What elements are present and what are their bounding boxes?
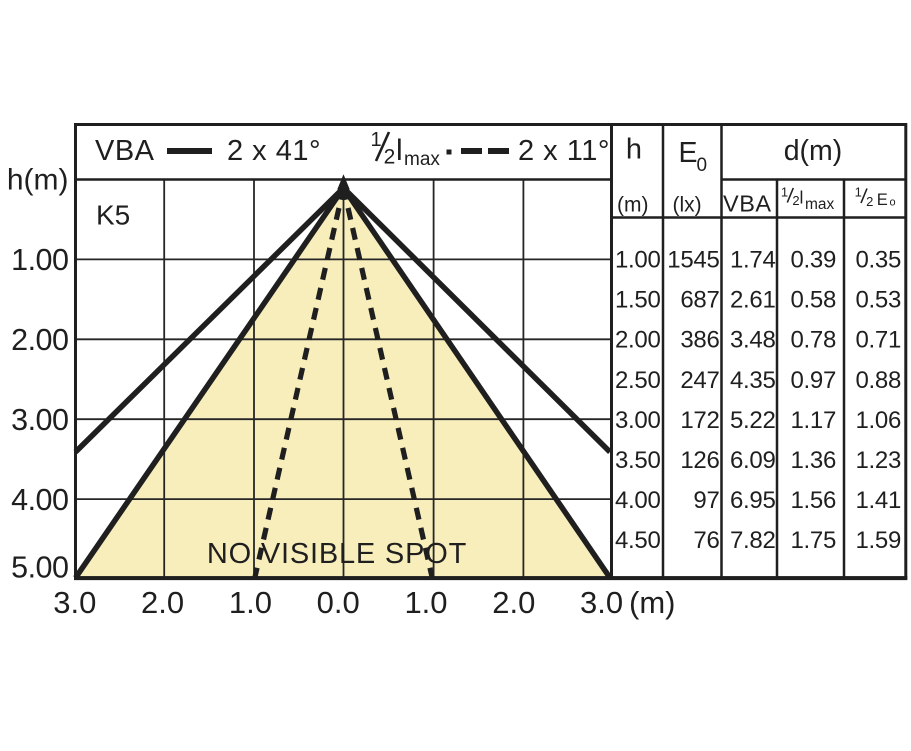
svg-text:1.56: 1.56 xyxy=(790,487,836,514)
svg-text:3.00: 3.00 xyxy=(615,407,661,434)
svg-text:2.00: 2.00 xyxy=(615,327,661,354)
svg-text:0.58: 0.58 xyxy=(790,287,836,314)
svg-text:2 x 41°: 2 x 41° xyxy=(227,135,321,167)
svg-text:1.59: 1.59 xyxy=(855,527,901,554)
svg-text:4.00: 4.00 xyxy=(615,487,661,514)
svg-text:0.35: 0.35 xyxy=(855,247,901,274)
svg-text:2.50: 2.50 xyxy=(615,367,661,394)
svg-text:E: E xyxy=(877,191,888,209)
svg-text:7.82: 7.82 xyxy=(730,527,776,554)
svg-text:0.39: 0.39 xyxy=(790,247,836,274)
svg-text:3.0: 3.0 xyxy=(580,585,623,620)
svg-text:3.00: 3.00 xyxy=(11,403,68,437)
svg-text:(m): (m) xyxy=(617,194,648,217)
svg-text:2.0: 2.0 xyxy=(141,585,184,620)
svg-text:1.00: 1.00 xyxy=(615,247,661,274)
svg-text:VBA: VBA xyxy=(95,135,155,167)
svg-text:1545: 1545 xyxy=(667,247,719,274)
svg-text:max: max xyxy=(805,196,835,213)
svg-text:1.0: 1.0 xyxy=(404,585,447,620)
svg-text:386: 386 xyxy=(680,327,719,354)
svg-text:1.75: 1.75 xyxy=(790,527,836,554)
svg-text:1.41: 1.41 xyxy=(855,487,901,514)
svg-text:97: 97 xyxy=(693,487,719,514)
svg-text:h: h xyxy=(626,134,642,166)
svg-text:1.36: 1.36 xyxy=(790,447,836,474)
svg-text:2.00: 2.00 xyxy=(11,323,68,357)
svg-text:687: 687 xyxy=(680,287,719,314)
svg-text:1: 1 xyxy=(370,129,381,151)
svg-text:K5: K5 xyxy=(96,200,130,231)
svg-text:76: 76 xyxy=(693,527,719,554)
svg-text:1: 1 xyxy=(855,185,862,200)
svg-text:2: 2 xyxy=(384,146,396,169)
svg-text:3.48: 3.48 xyxy=(730,327,776,354)
svg-text:172: 172 xyxy=(680,407,719,434)
svg-text:1: 1 xyxy=(781,185,788,200)
svg-text:1.17: 1.17 xyxy=(790,407,836,434)
svg-text:NO VISIBLE SPOT: NO VISIBLE SPOT xyxy=(207,538,467,570)
svg-text:6.09: 6.09 xyxy=(730,447,776,474)
svg-text:247: 247 xyxy=(680,367,719,394)
svg-text:6.95: 6.95 xyxy=(730,487,776,514)
svg-text:4.50: 4.50 xyxy=(615,527,661,554)
svg-text:0.97: 0.97 xyxy=(790,367,836,394)
svg-text:0.0: 0.0 xyxy=(317,585,360,620)
svg-text:2.61: 2.61 xyxy=(730,287,776,314)
svg-text:2.0: 2.0 xyxy=(492,585,535,620)
svg-text:h(m): h(m) xyxy=(7,164,69,197)
svg-text:1.50: 1.50 xyxy=(615,287,661,314)
svg-text:1.00: 1.00 xyxy=(11,243,68,277)
svg-text:126: 126 xyxy=(680,447,719,474)
svg-text:E: E xyxy=(679,137,698,169)
svg-text:0.78: 0.78 xyxy=(790,327,836,354)
svg-text:o: o xyxy=(890,197,896,209)
svg-text:1.06: 1.06 xyxy=(855,407,901,434)
svg-text:3.50: 3.50 xyxy=(615,447,661,474)
svg-text:0: 0 xyxy=(697,155,708,176)
svg-text:0.71: 0.71 xyxy=(855,327,901,354)
svg-text:l: l xyxy=(800,188,804,208)
svg-text:5.00: 5.00 xyxy=(11,551,68,585)
svg-text:1.23: 1.23 xyxy=(855,447,901,474)
svg-text:1.74: 1.74 xyxy=(730,247,776,274)
svg-text:5.22: 5.22 xyxy=(730,407,776,434)
svg-text:(m): (m) xyxy=(629,585,675,620)
svg-text:2: 2 xyxy=(866,194,873,209)
svg-text:max: max xyxy=(404,149,440,170)
svg-text:2: 2 xyxy=(792,193,799,208)
svg-text:VBA: VBA xyxy=(723,191,772,217)
svg-text:0.88: 0.88 xyxy=(855,367,901,394)
svg-text:l: l xyxy=(396,134,403,167)
svg-text:3.0: 3.0 xyxy=(53,585,96,620)
svg-text:d(m): d(m) xyxy=(784,135,843,167)
svg-text:1.0: 1.0 xyxy=(229,585,272,620)
svg-text:(lx): (lx) xyxy=(673,194,702,217)
svg-text:4.00: 4.00 xyxy=(11,483,68,517)
svg-text:0.53: 0.53 xyxy=(855,287,901,314)
svg-text:2 x 11°: 2 x 11° xyxy=(518,135,610,167)
svg-text:4.35: 4.35 xyxy=(730,367,776,394)
